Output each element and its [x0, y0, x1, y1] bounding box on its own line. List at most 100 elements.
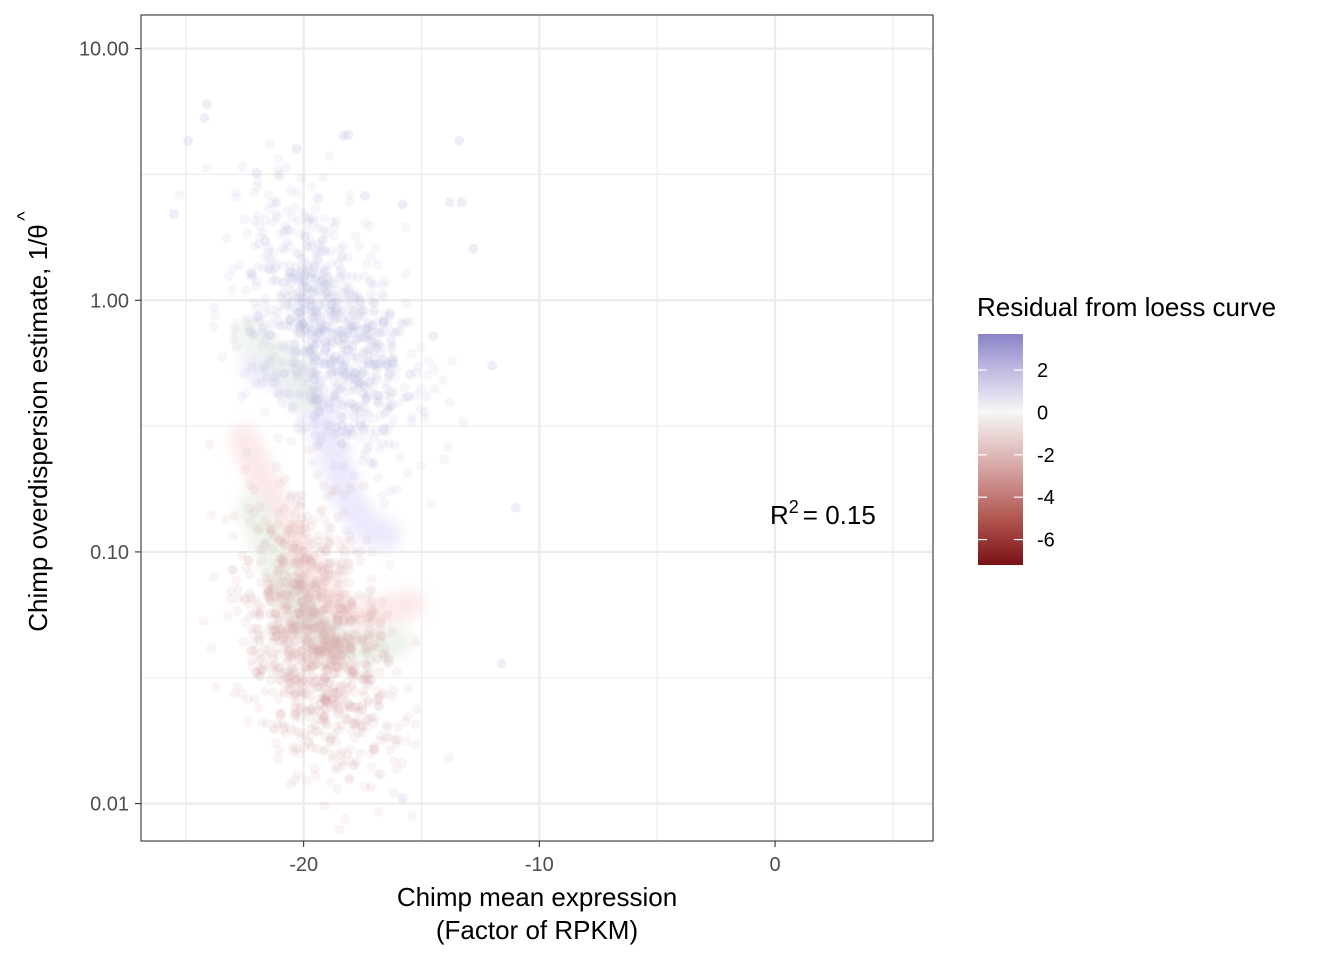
data-point: [268, 217, 279, 228]
data-point: [322, 664, 333, 675]
data-point: [328, 753, 338, 764]
data-point: [295, 559, 305, 569]
data-point: [265, 574, 276, 585]
data-point: [255, 608, 266, 619]
y-axis-label: Chimp overdispersion estimate, 1/: [23, 238, 53, 632]
data-point: [298, 602, 309, 613]
data-point: [238, 636, 249, 647]
data-point: [336, 650, 347, 661]
data-point: [318, 746, 329, 756]
data-point: [304, 258, 314, 269]
data-point: [315, 700, 326, 710]
data-point: [336, 438, 347, 449]
data-point: [317, 290, 328, 301]
data-point: [369, 353, 380, 364]
data-point: [265, 357, 276, 368]
data-point: [336, 603, 347, 614]
data-point: [228, 531, 239, 542]
data-point: [439, 454, 450, 465]
data-point: [326, 650, 337, 661]
data-point: [281, 657, 292, 668]
data-point: [368, 381, 378, 392]
outlier-point: [199, 113, 210, 123]
data-point: [384, 392, 395, 403]
data-point: [301, 677, 312, 688]
data-point: [324, 625, 335, 636]
data-point: [386, 401, 397, 412]
data-point: [298, 265, 309, 276]
data-point: [367, 371, 377, 382]
data-point: [380, 359, 391, 370]
data-point: [308, 677, 319, 688]
data-point: [274, 663, 285, 674]
data-point: [293, 326, 304, 337]
data-point: [394, 452, 405, 463]
data-point: [379, 425, 389, 436]
data-point: [299, 232, 310, 242]
data-point: [317, 605, 328, 616]
data-point: [279, 368, 290, 378]
data-point: [315, 246, 326, 257]
data-point: [297, 579, 308, 590]
legend-break-label: 2: [1037, 360, 1048, 382]
data-point: [342, 284, 353, 295]
data-point: [349, 470, 359, 481]
data-point: [416, 461, 426, 472]
data-point: [257, 339, 268, 350]
data-point: [337, 572, 348, 583]
data-point: [309, 411, 320, 422]
data-point: [272, 650, 283, 661]
data-point: [301, 594, 312, 605]
data-point: [267, 637, 278, 648]
data-point: [311, 249, 321, 260]
data-point: [275, 290, 286, 301]
data-point: [359, 332, 370, 343]
data-point: [318, 269, 329, 280]
data-point: [284, 283, 295, 294]
data-point: [327, 632, 338, 643]
data-point: [321, 695, 332, 705]
data-point: [287, 529, 297, 540]
data-point: [289, 709, 300, 720]
data-point: [360, 418, 371, 429]
data-point: [308, 342, 319, 353]
data-point: [299, 270, 310, 281]
data-point: [336, 542, 346, 553]
data-point: [314, 406, 325, 416]
data-point: [283, 644, 294, 655]
data-point: [257, 328, 268, 339]
data-point: [306, 521, 317, 532]
data-point: [250, 313, 261, 323]
data-point: [391, 739, 402, 750]
data-point: [285, 314, 296, 325]
data-point: [346, 346, 357, 357]
data-point: [307, 181, 318, 192]
data-point: [327, 622, 337, 633]
data-point: [259, 539, 270, 550]
outlier-point: [456, 197, 467, 208]
data-point: [307, 309, 318, 320]
data-point: [345, 483, 356, 494]
data-point: [325, 628, 336, 639]
data-point: [293, 317, 304, 328]
data-point: [319, 716, 330, 727]
data-point: [300, 705, 311, 716]
data-point: [350, 670, 361, 681]
data-point: [422, 370, 433, 381]
data-point: [326, 310, 337, 321]
data-point: [302, 624, 313, 635]
data-point: [266, 319, 277, 330]
data-point: [305, 554, 316, 565]
data-point: [326, 363, 337, 374]
data-point: [271, 666, 282, 677]
data-point: [208, 572, 219, 583]
data-point: [280, 163, 291, 174]
data-point: [358, 425, 368, 436]
data-point: [297, 651, 308, 662]
data-point: [326, 276, 337, 287]
data-point: [323, 530, 334, 541]
data-point: [309, 651, 320, 662]
data-point: [274, 229, 285, 240]
data-point: [369, 745, 379, 756]
data-point: [252, 261, 263, 272]
